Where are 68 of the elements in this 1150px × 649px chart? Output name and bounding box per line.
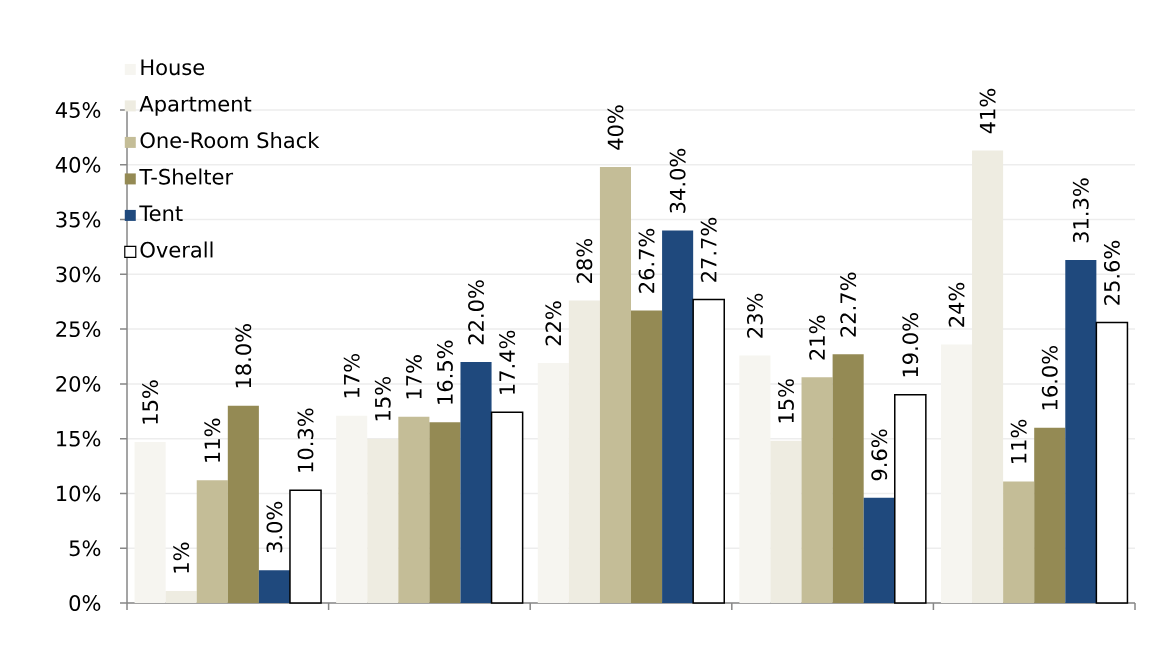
bar bbox=[863, 497, 895, 603]
data-label: 10.3% bbox=[297, 408, 314, 472]
data-label: 17.4% bbox=[499, 330, 516, 394]
bar bbox=[165, 590, 197, 603]
data-label: 40% bbox=[607, 105, 624, 150]
bar bbox=[429, 422, 461, 603]
legend-label: One-Room Shack bbox=[140, 131, 320, 149]
data-label: 11% bbox=[204, 418, 221, 462]
bar bbox=[196, 480, 228, 603]
data-label: 16.0% bbox=[1041, 345, 1058, 410]
bar bbox=[631, 310, 663, 603]
data-label: 15% bbox=[374, 376, 391, 421]
bar bbox=[1065, 260, 1097, 603]
y-tick-label: 20% bbox=[56, 375, 101, 392]
data-label: 1% bbox=[173, 542, 190, 573]
bar bbox=[1034, 427, 1066, 603]
bar bbox=[894, 394, 927, 604]
data-label: 19.0% bbox=[902, 313, 919, 377]
y-tick-label: 30% bbox=[56, 266, 101, 283]
bar bbox=[662, 230, 694, 603]
bar bbox=[460, 361, 492, 603]
data-label: 16.5% bbox=[437, 340, 453, 404]
legend-label: T-Shelter bbox=[139, 168, 234, 185]
bar bbox=[258, 570, 290, 603]
data-label: 22.7% bbox=[840, 272, 857, 337]
bar bbox=[1095, 321, 1129, 604]
y-tick-label: 35% bbox=[56, 211, 101, 228]
data-label: 24% bbox=[948, 282, 965, 327]
bar bbox=[227, 405, 259, 603]
y-tick-label: 15% bbox=[57, 430, 101, 447]
bar bbox=[289, 489, 322, 604]
bar bbox=[770, 440, 802, 603]
data-label: 31.3% bbox=[1072, 178, 1089, 243]
data-label: 9.6% bbox=[871, 429, 888, 481]
data-label: 18.0% bbox=[235, 324, 252, 388]
bar bbox=[832, 354, 864, 603]
data-label: 17% bbox=[343, 353, 360, 398]
data-label: 28% bbox=[576, 238, 593, 283]
legend-label: Overall bbox=[140, 241, 213, 258]
y-tick-label: 45% bbox=[55, 102, 101, 118]
y-tick-label: 5% bbox=[69, 540, 101, 557]
data-label: 27.7% bbox=[700, 217, 717, 282]
y-tick-label: 10% bbox=[57, 485, 101, 502]
y-tick-label: 40% bbox=[55, 156, 101, 173]
data-label: 3.0% bbox=[266, 501, 283, 553]
data-label: 22.0% bbox=[468, 280, 484, 345]
data-label: 41% bbox=[979, 88, 996, 134]
data-label: 17% bbox=[405, 355, 422, 399]
data-label: 22% bbox=[545, 301, 562, 346]
y-tick-label: 0% bbox=[69, 595, 101, 611]
bar bbox=[1003, 481, 1035, 603]
data-label: 23% bbox=[746, 293, 763, 338]
data-label: 21% bbox=[809, 315, 826, 360]
data-label: 34.0% bbox=[669, 148, 686, 213]
bar bbox=[801, 377, 833, 603]
bar bbox=[398, 416, 430, 603]
legend-label: Apartment bbox=[139, 96, 252, 116]
y-tick-label: 25% bbox=[56, 321, 101, 338]
legend-label: House bbox=[141, 59, 205, 76]
bar bbox=[490, 411, 524, 604]
data-label: 15% bbox=[142, 380, 159, 424]
data-label: 26.7% bbox=[638, 228, 655, 293]
bar bbox=[599, 166, 631, 603]
data-label: 11% bbox=[1010, 419, 1027, 463]
data-label: 25.6% bbox=[1103, 240, 1120, 305]
bar bbox=[692, 298, 725, 604]
data-label: 15% bbox=[778, 379, 794, 423]
legend-label: Tent bbox=[139, 205, 183, 222]
